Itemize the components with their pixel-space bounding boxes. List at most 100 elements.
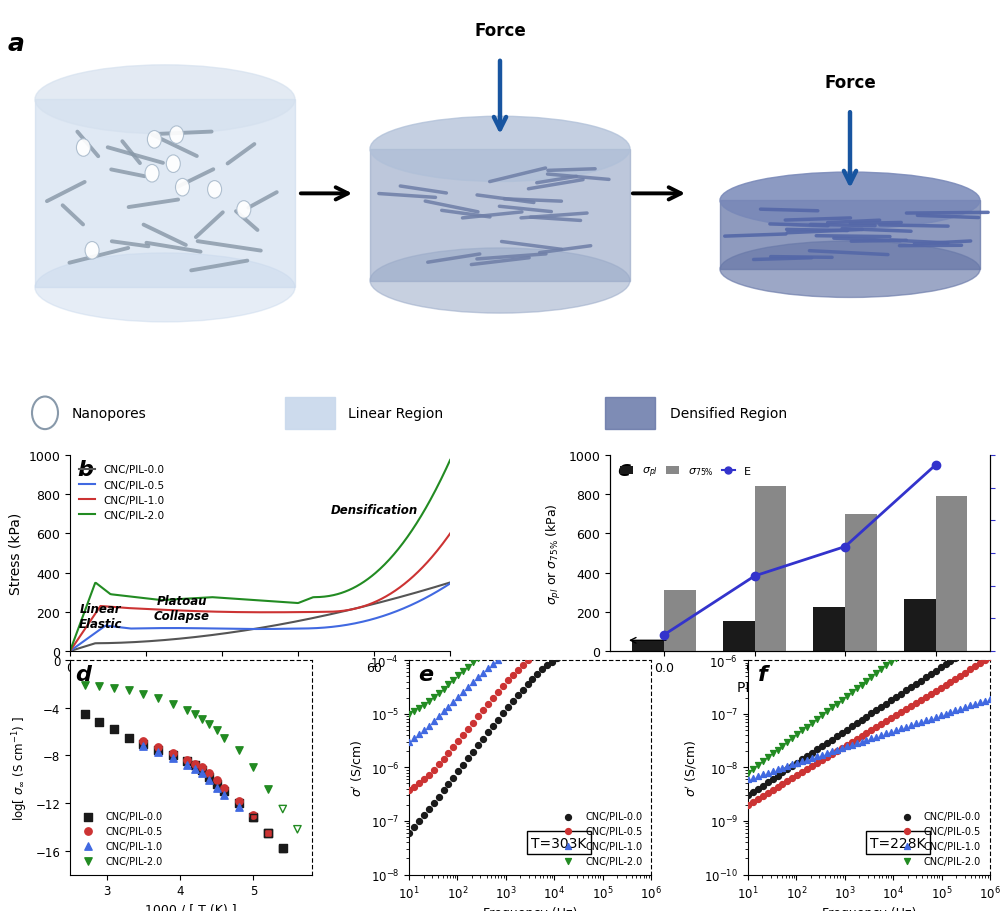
CNC/PIL-1.0 [849,736,865,751]
CNC/PIL-2.0 [91,680,107,694]
CNC/PIL-0.5 [245,808,261,823]
CNC/PIL-2.0 [789,727,805,742]
CNC/PIL-0.0 [520,677,536,691]
CNC/PIL-0.0 [121,731,137,745]
CNC/PIL-0.5 [643,628,659,642]
CNC/PIL-0.5 [270,624,282,635]
CNC/PIL-2.0 [604,616,620,630]
CNC/PIL-0.0 [165,748,181,763]
CNC/PIL-0.0 [574,641,590,656]
CNC/PIL-1.0 [628,621,644,636]
CNC/PIL-0.0 [933,660,949,675]
CNC/PIL-1.0 [952,701,968,716]
CNC/PIL-1.0 [829,742,845,757]
CNC/PIL-0.5 [594,629,610,643]
Circle shape [32,397,58,430]
CNC/PIL-2.0 [209,723,225,738]
CNC/PIL-1.0 [569,622,585,637]
CNC/PIL-0.5 [554,633,570,648]
CNC/PIL-2.0 [844,685,860,700]
CNC/PIL-2.0 [490,636,506,650]
X-axis label: PIL Content (wt%): PIL Content (wt%) [737,680,862,693]
CNC/PIL-0.0 [604,638,620,652]
CNC/PIL-0.5 [849,732,865,746]
CNC/PIL-1.0 [834,741,850,755]
CNC/PIL-0.5 [524,649,540,663]
Circle shape [147,131,161,148]
CNC/PIL-1.0 [633,621,649,636]
Bar [664,590,696,651]
CNC/PIL-1.0 [982,691,998,706]
CNC/PIL-1.0 [450,690,466,704]
CNC/PIL-1.0 [868,730,884,744]
CNC/PIL-2.0 [928,620,944,635]
CNC/PIL-0.5 [854,729,870,743]
CNC/PIL-0.5 [809,755,825,770]
CNC/PIL-2.0 [505,629,521,643]
CNC/PIL-0.0 [549,651,565,666]
CNC/PIL-0.0 [839,722,855,737]
CNC/PIL-2.0 [829,697,845,711]
CNC/PIL-0.5 [933,681,949,695]
CNC/PIL-0.0 [431,790,447,804]
CNC/PIL-0.0 [918,670,934,685]
CNC/PIL-1.0 [770,763,786,777]
CNC/PIL-1.0 [64,646,76,657]
X-axis label: Frequency (Hz): Frequency (Hz) [483,906,577,911]
CNC/PIL-0.5 [928,683,944,698]
CNC/PIL-0.0 [421,802,437,816]
CNC/PIL-0.0 [450,764,466,779]
CNC/PIL-1.0 [967,697,983,711]
CNC/PIL-0.0 [824,732,840,747]
Text: f: f [758,665,767,685]
CNC/PIL-1.0 [779,759,795,773]
CNC/PIL-2.0 [411,701,427,715]
CNC/PIL-1.0 [179,758,195,773]
Text: T=303K: T=303K [531,835,587,850]
CNC/PIL-0.5 [450,734,466,749]
CNC/PIL-0.0 [938,657,954,671]
CNC/PIL-2.0 [480,643,496,658]
CNC/PIL-0.0 [579,640,595,655]
CNC/PIL-0.5 [908,695,924,710]
CNC/PIL-0.5 [411,776,427,791]
CNC/PIL-0.0 [942,654,958,669]
CNC/PIL-0.0 [834,726,850,741]
CNC/PIL-0.5 [416,772,432,786]
CNC/PIL-1.0 [150,745,166,760]
CNC/PIL-1.0 [559,623,575,638]
CNC/PIL-0.5 [977,653,993,668]
CNC/PIL-0.0 [952,648,968,662]
CNC/PIL-0.5 [814,752,830,767]
CNC/PIL-0.5 [455,728,471,742]
CNC/PIL-0.0 [569,642,585,657]
CNC/PIL-0.0 [977,631,993,646]
CNC/PIL-0.0 [623,638,639,652]
CNC/PIL-1.0 [500,645,516,660]
CNC/PIL-1.0 [411,727,427,742]
CNC/PIL-0.0 [908,677,924,691]
CNC/PIL-2.0 [834,692,850,707]
CNC/PIL-0.5 [967,660,983,674]
CNC/PIL-2.0 [245,595,257,606]
CNC/PIL-2.0 [893,647,909,661]
CNC/PIL-0.0 [187,758,203,773]
CNC/PIL-0.0 [245,810,261,824]
CNC/PIL-0.5 [534,642,550,657]
CNC/PIL-1.0 [460,680,476,694]
CNC/PIL-1.0 [470,670,486,685]
CNC/PIL-0.0 [401,825,417,840]
CNC/PIL-0.5 [789,768,805,783]
CNC/PIL-0.0 [470,738,486,752]
CNC/PIL-0.0 [290,616,302,627]
CNC/PIL-1.0 [549,625,565,640]
Circle shape [175,179,189,197]
CNC/PIL-0.0 [770,769,786,783]
CNC/PIL-2.0 [819,704,835,719]
CNC/PIL-2.0 [854,678,870,692]
CNC/PIL-2.0 [416,698,432,712]
CNC/PIL-2.0 [270,597,282,608]
CNC/PIL-1.0 [760,765,776,780]
CNC/PIL-0.5 [216,781,232,795]
CNC/PIL-0.5 [579,630,595,644]
